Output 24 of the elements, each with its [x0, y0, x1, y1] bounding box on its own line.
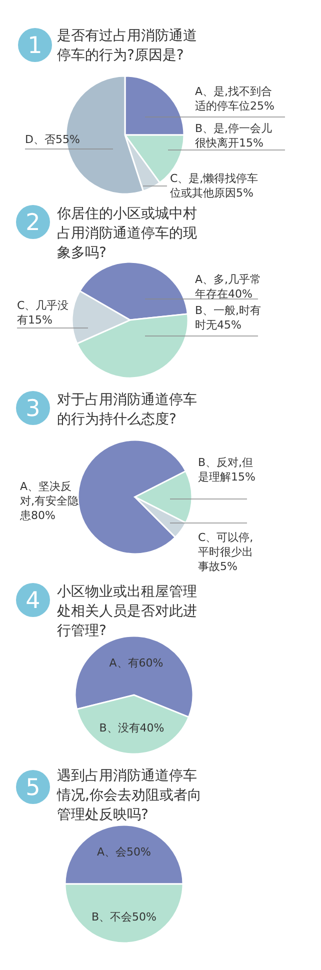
chart-title: 遇到占用消防通道停车情况,你会去劝阻或者向管理处反映吗? — [56, 768, 202, 823]
slice-label: A、有60% — [109, 656, 164, 670]
text: 3 — [26, 396, 40, 422]
text: 2 — [26, 210, 40, 236]
slice-label: A、多,几乎常年存在40% — [195, 273, 262, 300]
slice-label: A、是,找不到合适的停车位25% — [195, 85, 274, 112]
slice-label: C、是,懒得找停车位或其他原因5% — [170, 172, 258, 200]
slice-label: D、否55% — [25, 133, 80, 146]
chart-title: 小区物业或出租屋管理处相关人员是否对此进行管理? — [57, 584, 197, 639]
slice-label: B、没有40% — [99, 721, 164, 734]
slice-label: C、几乎没有15% — [17, 299, 69, 326]
slice-label: A、坚决反对,有安全隐患80% — [19, 480, 78, 522]
chart-title: 是否有过占用消防通道停车的行为?原因是? — [57, 28, 197, 64]
text: 1 — [28, 33, 42, 59]
slice-label: B、一般,时有时无45% — [195, 304, 262, 332]
chart-title: 你居住的小区或城中村占用消防通道停车的现象多吗? — [56, 206, 197, 261]
slice-label: B、反对,但是理解15% — [198, 456, 256, 484]
slice-label: B、是,停一会儿很快离开15% — [195, 122, 272, 150]
slice-label: A、会50% — [97, 846, 151, 859]
text: 5 — [26, 775, 40, 801]
text: 4 — [26, 588, 40, 614]
chart-title: 对于占用消防通道停车的行为持什么态度? — [57, 392, 197, 428]
slice-label: C、可以停,平时很少出事故5% — [198, 531, 254, 573]
slice-label: B、不会50% — [92, 910, 156, 924]
